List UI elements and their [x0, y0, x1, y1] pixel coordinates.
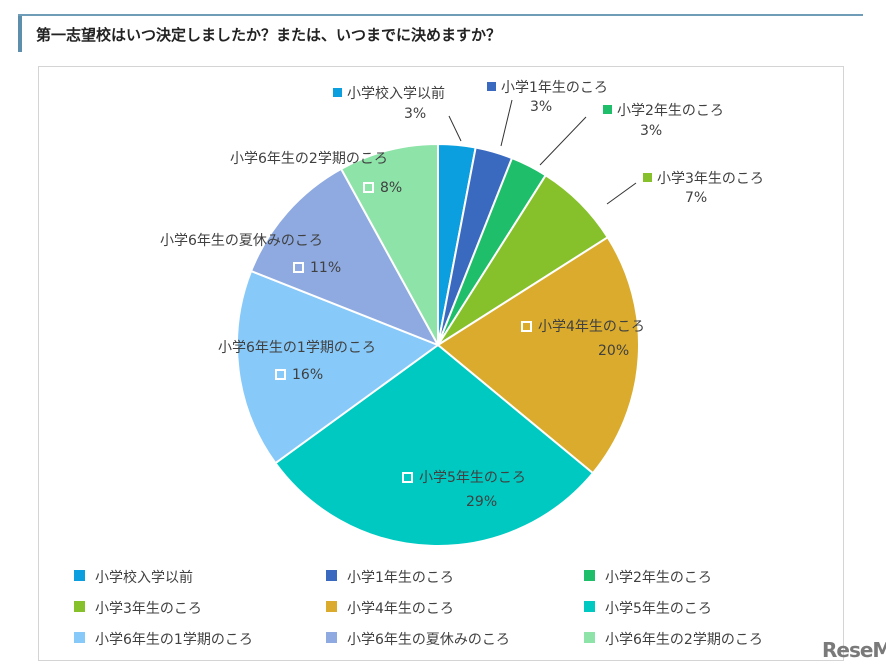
value-text: 8%: [380, 180, 403, 196]
data-label-0: 小学校入学以前: [333, 85, 445, 103]
legend-item: 小学6年生の1学期のころ: [74, 629, 253, 649]
pie-slice-5: [273, 343, 595, 547]
legend-swatch-icon: [326, 632, 337, 643]
legend-key-icon: [643, 173, 652, 182]
legend-item: 小学6年生の2学期のころ: [584, 629, 763, 649]
chart-title: 第一志望校はいつ決定しましたか？または、いつまでに決めますか？: [36, 26, 502, 44]
legend-label: 小学5年生のころ: [605, 601, 712, 617]
pie-slice-4: [436, 235, 640, 475]
data-value-6: 16%: [275, 366, 323, 384]
value-text: 11%: [310, 260, 342, 276]
legend-item: 小学校入学以前: [74, 567, 193, 587]
leader-line-3: [606, 182, 637, 205]
legend-item: 小学2年生のころ: [584, 567, 712, 587]
legend-swatch-icon: [326, 570, 337, 581]
data-label-4: 小学4年生のころ: [521, 318, 645, 336]
chart-frame: [38, 66, 844, 661]
resemom-logo: ReseMom: [822, 638, 886, 662]
label-text: 小学5年生のころ: [419, 470, 526, 486]
legend-label: 小学2年生のころ: [605, 570, 712, 586]
label-text: 小学6年生の1学期のころ: [218, 340, 376, 356]
legend-swatch-icon: [74, 570, 85, 581]
data-value-5: 29%: [466, 494, 498, 510]
legend-label: 小学6年生の1学期のころ: [95, 632, 253, 648]
legend-item: 小学5年生のころ: [584, 598, 712, 618]
legend-swatch-icon: [74, 632, 85, 643]
data-value-4: 20%: [598, 343, 630, 359]
leader-line-1: [500, 99, 513, 147]
white-square-icon: [275, 369, 286, 380]
legend-label: 小学校入学以前: [95, 570, 193, 586]
data-value-2: 3%: [640, 123, 663, 139]
data-label-2: 小学2年生のころ: [603, 102, 724, 120]
legend-item: 小学1年生のころ: [326, 567, 454, 587]
legend-key-icon: [487, 82, 496, 91]
data-label-5: 小学5年生のころ: [402, 469, 526, 487]
data-value-0: 3%: [404, 106, 427, 122]
value-text: 16%: [292, 367, 324, 383]
legend-swatch-icon: [326, 601, 337, 612]
data-value-7: 11%: [293, 259, 341, 277]
legend-swatch-icon: [584, 632, 595, 643]
pie-slice-8: [339, 142, 439, 346]
legend-label: 小学6年生の2学期のころ: [605, 632, 763, 648]
label-text: 小学2年生のころ: [617, 103, 724, 119]
label-text: 小学1年生のころ: [501, 80, 608, 96]
data-label-1: 小学1年生のころ: [487, 79, 608, 97]
pie-slice-7: [249, 167, 441, 347]
white-square-icon: [293, 262, 304, 273]
data-label-6: 小学6年生の1学期のころ: [218, 339, 376, 357]
data-label-7: 小学6年生の夏休みのころ: [160, 232, 323, 250]
legend-swatch-icon: [584, 601, 595, 612]
label-text: 小学6年生の夏休みのころ: [160, 233, 323, 249]
data-label-8: 小学6年生の2学期のころ: [230, 150, 388, 168]
leader-line-2: [539, 116, 587, 166]
label-text: 小学3年生のころ: [657, 171, 764, 187]
white-square-icon: [521, 321, 532, 332]
white-square-icon: [402, 472, 413, 483]
legend-label: 小学4年生のころ: [347, 601, 454, 617]
pie-slice-6: [236, 269, 441, 465]
legend-swatch-icon: [584, 570, 595, 581]
legend-key-icon: [603, 105, 612, 114]
legend-key-icon: [333, 88, 342, 97]
legend-label: 小学3年生のころ: [95, 601, 202, 617]
legend-label: 小学1年生のころ: [347, 570, 454, 586]
white-square-icon: [363, 182, 374, 193]
legend-label: 小学6年生の夏休みのころ: [347, 632, 510, 648]
data-label-3: 小学3年生のころ: [643, 170, 764, 188]
data-value-8: 8%: [363, 179, 402, 197]
legend-item: 小学4年生のころ: [326, 598, 454, 618]
label-text: 小学6年生の2学期のころ: [230, 151, 388, 167]
legend-item: 小学3年生のころ: [74, 598, 202, 618]
label-text: 小学4年生のころ: [538, 319, 645, 335]
header-rule: [18, 14, 863, 16]
data-value-1: 3%: [530, 99, 553, 115]
data-value-3: 7%: [685, 190, 708, 206]
label-text: 小学校入学以前: [347, 86, 445, 102]
title-accent-bar: [18, 16, 22, 52]
legend-item: 小学6年生の夏休みのころ: [326, 629, 510, 649]
legend-swatch-icon: [74, 601, 85, 612]
leader-line-0: [448, 115, 462, 142]
